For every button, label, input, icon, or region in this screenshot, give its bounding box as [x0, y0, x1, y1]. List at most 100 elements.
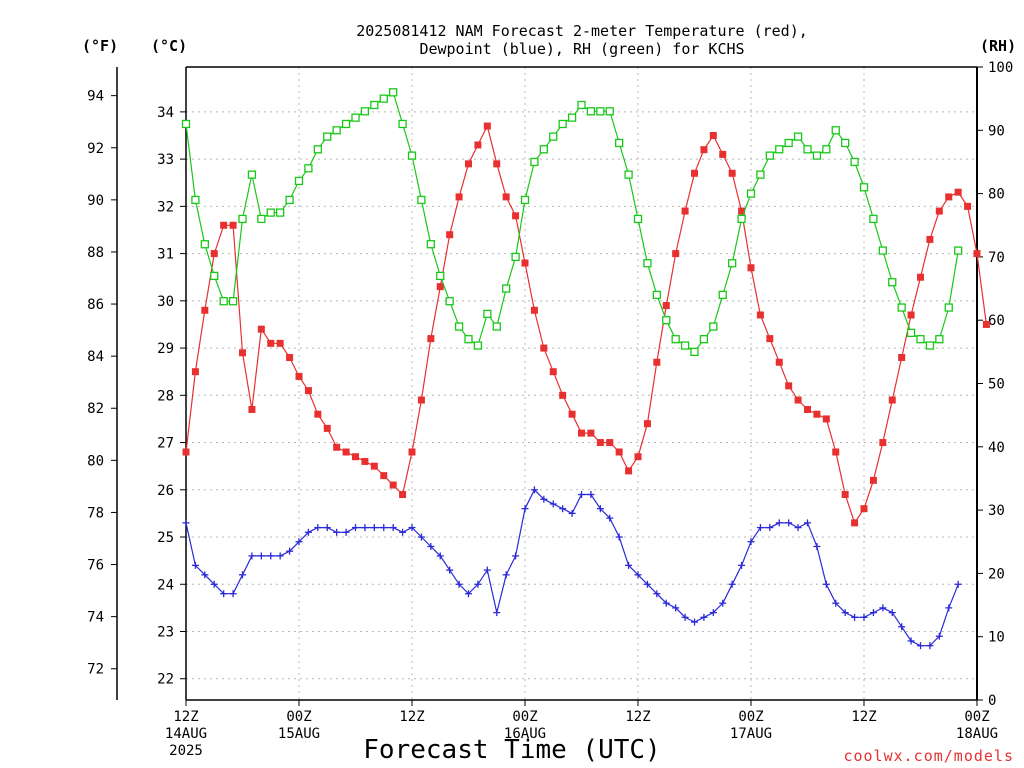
dewpoint-point	[314, 524, 322, 532]
temperature-point	[794, 396, 802, 404]
rh-point	[247, 170, 257, 179]
temperature-point	[257, 325, 265, 333]
dewpoint-point	[295, 538, 303, 546]
temperature-point	[191, 368, 199, 376]
rh-point	[473, 341, 483, 350]
rh-point	[483, 309, 492, 319]
celsius-tick-label: 31	[157, 247, 174, 263]
temperature-point	[662, 302, 670, 310]
dewpoint-point	[794, 524, 802, 532]
rh-point	[888, 278, 897, 287]
rh-point	[567, 113, 577, 122]
temperature-point	[917, 273, 924, 281]
rh-point	[765, 151, 774, 160]
rh-point	[812, 151, 822, 160]
dewpoint-point	[615, 533, 623, 541]
dewpoint-point	[587, 491, 595, 499]
rh-point	[370, 100, 379, 110]
temperature-point	[304, 387, 312, 395]
temperature-point	[785, 382, 793, 390]
rh-point	[454, 322, 464, 331]
rh-point	[341, 119, 351, 129]
rh-point	[530, 157, 539, 167]
dewpoint-point	[342, 528, 350, 536]
dewpoint-point	[653, 590, 661, 598]
temperature-point	[700, 146, 708, 154]
dewpoint-point	[728, 580, 736, 588]
dewpoint-point	[860, 613, 868, 621]
rh-point	[841, 138, 850, 148]
temperature-point	[352, 453, 359, 461]
temperature-point	[286, 354, 294, 362]
celsius-tick-label: 33	[157, 152, 174, 168]
rh-point	[859, 183, 869, 192]
rh-point	[464, 335, 473, 344]
dewpoint-point	[286, 547, 294, 555]
rh-point	[897, 303, 906, 312]
temperature-point	[210, 250, 218, 258]
temperature-point	[766, 335, 774, 343]
temperature-point	[634, 453, 642, 461]
celsius-tick-label: 24	[157, 577, 174, 593]
temperature-point	[643, 420, 651, 428]
celsius-tick-label: 25	[157, 530, 174, 546]
dewpoint-point	[926, 642, 934, 650]
temperature-point	[455, 193, 463, 201]
temperature-point	[653, 358, 661, 366]
rh-point	[379, 94, 388, 103]
dewpoint-point	[530, 486, 538, 494]
temperature-point	[898, 354, 906, 362]
dewpoint-point	[578, 491, 585, 499]
rh-point	[417, 195, 426, 205]
temperature-point	[493, 160, 501, 168]
temperature-point	[530, 306, 538, 314]
dewpoint-point	[380, 524, 388, 532]
temperature-point	[775, 358, 783, 366]
dewpoint-point	[634, 571, 642, 579]
temperature-point	[399, 491, 407, 499]
rh-point	[615, 138, 624, 148]
temperature-point	[389, 481, 397, 489]
temperature-point	[832, 448, 840, 456]
rh-point	[671, 335, 680, 344]
dewpoint-point	[483, 566, 491, 574]
rh-point	[624, 170, 633, 179]
rh-tick-label: 100	[988, 60, 1013, 76]
dewpoint-point	[822, 580, 830, 588]
dewpoint-point	[606, 514, 614, 522]
rh-point	[558, 119, 567, 129]
x-tick-label: 00Z	[512, 709, 537, 725]
fahrenheit-tick-label: 78	[87, 505, 104, 521]
chart-title-line-2: Dewpoint (blue), RH (green) for KCHS	[419, 40, 744, 58]
rh-point	[596, 107, 605, 116]
temperature-point	[672, 250, 680, 258]
rh-point	[803, 145, 812, 154]
rh-point	[276, 208, 285, 217]
rh-point	[407, 151, 417, 160]
rh-point	[822, 145, 831, 154]
temperature-point	[417, 396, 425, 404]
rh-point	[935, 335, 944, 344]
x-tick-label: 12Z	[851, 709, 876, 725]
temperature-point	[935, 207, 943, 215]
dewpoint-point	[455, 580, 463, 588]
temperature-point	[615, 448, 623, 456]
rh-point	[944, 303, 953, 312]
chart-title-line-1: 2025081412 NAM Forecast 2-meter Temperat…	[356, 22, 808, 40]
rh-point	[652, 290, 661, 300]
dewpoint-point	[333, 528, 341, 536]
dewpoint-point	[709, 609, 717, 617]
rh-point	[699, 335, 709, 344]
temperature-point	[380, 472, 388, 480]
temperature-point	[709, 131, 717, 139]
dewpoint-point	[549, 500, 557, 508]
dewpoint-point	[851, 613, 859, 621]
temperature-point	[691, 169, 698, 177]
dewpoint-point	[954, 580, 962, 588]
celsius-unit-label: (°C)	[151, 37, 187, 55]
fahrenheit-tick-label: 82	[87, 401, 104, 417]
temperature-point	[248, 405, 256, 413]
rh-tick-label: 10	[988, 630, 1005, 646]
dewpoint-point	[672, 604, 680, 612]
